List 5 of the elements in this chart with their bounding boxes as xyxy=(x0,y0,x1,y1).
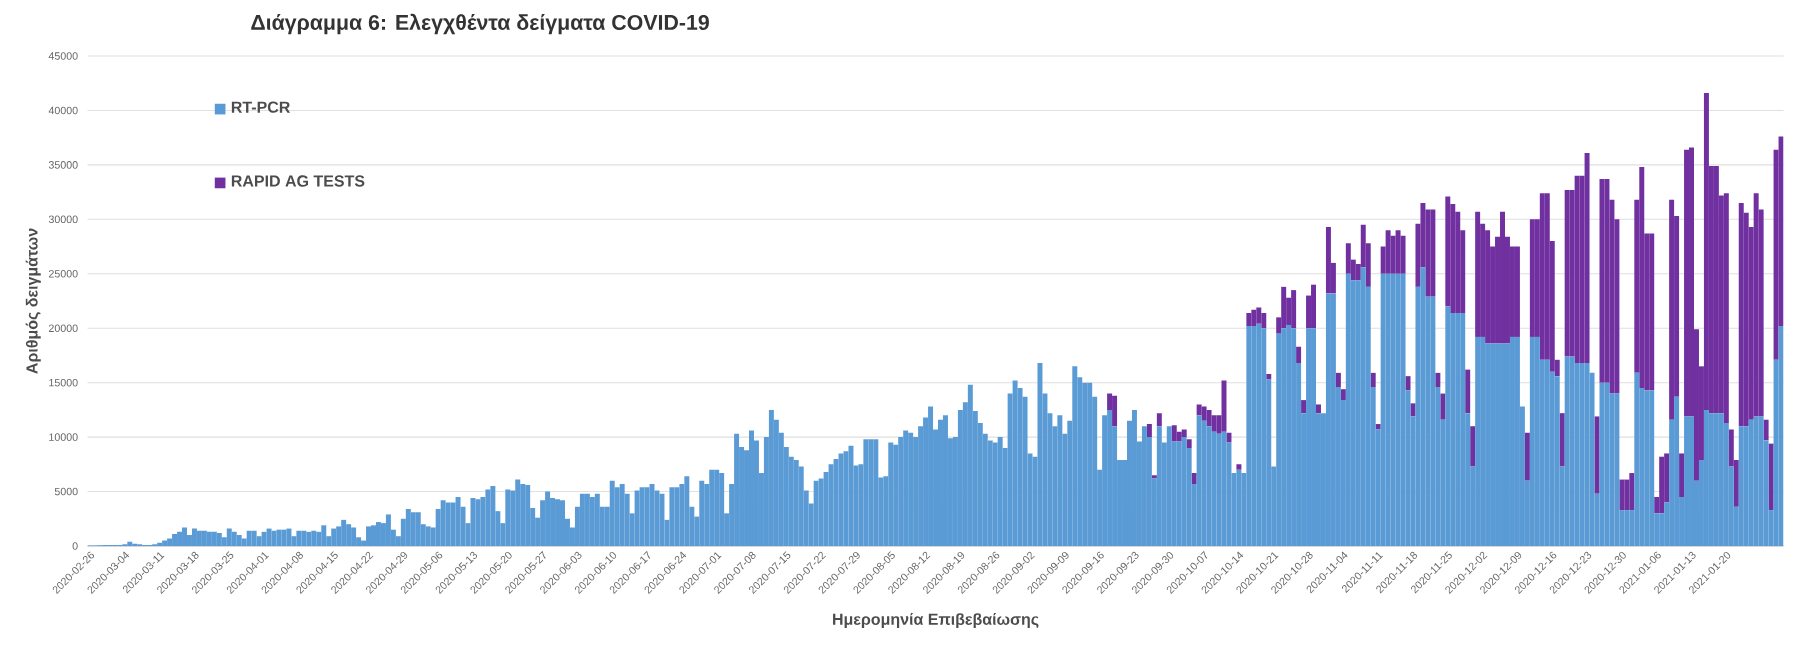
x-axis-title: Ημερομηνία Επιβεβαίωσης xyxy=(833,612,1039,629)
y-axis-title: Αριθμός δειγμάτων xyxy=(25,228,41,374)
legend-label: RAPID AG TESTS xyxy=(231,175,365,187)
chart-title: Διάγραμμα 6: Ελεγχθέντα δείγματα COVID-19 xyxy=(251,13,709,35)
legend-label: RT-PCR xyxy=(231,101,291,113)
